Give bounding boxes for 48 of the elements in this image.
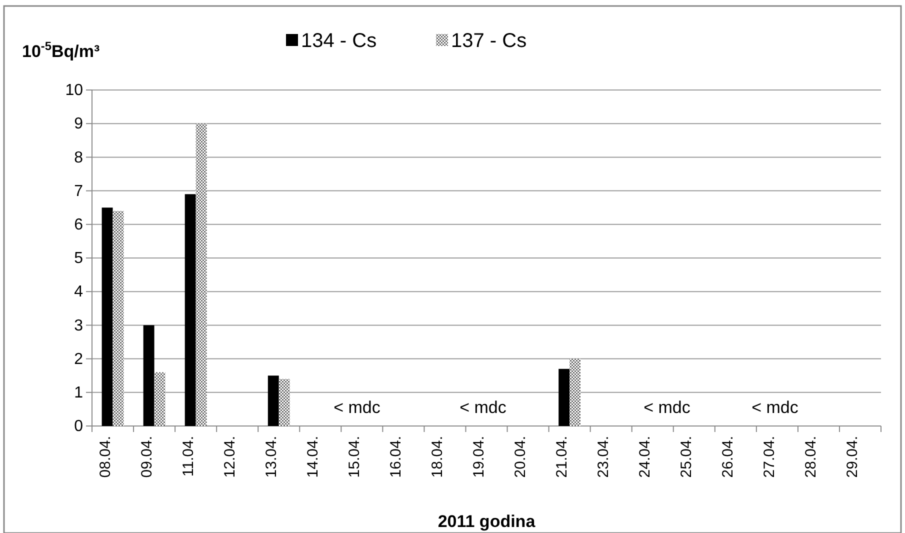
x-tick-label: 16.04. (387, 436, 404, 478)
x-tick-label: 12.04. (221, 436, 238, 478)
bar (102, 208, 113, 426)
bar (558, 368, 570, 426)
y-tick-label: 5 (74, 250, 84, 268)
x-tick-label: 27.04. (761, 436, 778, 478)
bar (196, 124, 207, 426)
x-tick-label: 25.04. (678, 436, 696, 478)
x-tick-label: 28.04. (802, 436, 820, 478)
x-tick-label: 23.04. (595, 436, 612, 478)
x-tick-label: 18.04. (428, 436, 446, 478)
y-tick-label: 1 (74, 384, 84, 402)
x-tick-label: 21.04. (554, 436, 571, 478)
x-axis-title: 2011 godina (438, 512, 536, 531)
x-tick-label: 20.04. (512, 436, 530, 478)
x-tick-label: 09.04. (138, 436, 156, 478)
bar (112, 210, 124, 426)
y-tick-label: 2 (74, 350, 84, 368)
x-tick-label: 14.04. (304, 436, 322, 478)
x-tick-label: 29.04. (844, 436, 862, 478)
x-tick-label: 26.04. (720, 436, 737, 478)
annotation: < mdc (644, 398, 691, 417)
legend-label: 137 - Cs (451, 30, 527, 52)
y-tick-label: 10 (65, 82, 84, 100)
legend-label: 134 - Cs (301, 30, 377, 52)
y-tick-label: 9 (74, 116, 84, 133)
y-tick-label: 4 (74, 284, 84, 301)
y-tick-label: 0 (74, 418, 84, 436)
annotation: < mdc (460, 398, 507, 417)
x-tick-label: 08.04. (96, 436, 114, 478)
y-tick-label: 7 (74, 182, 84, 200)
x-tick-label: 15.04. (346, 436, 363, 478)
bar (184, 194, 196, 426)
bar (154, 372, 166, 426)
bar (278, 378, 290, 426)
bar (143, 325, 154, 426)
bar (268, 376, 279, 426)
x-tick-label: 13.04. (262, 436, 280, 478)
x-tick-label: 11.04. (180, 436, 197, 477)
y-tick-label: 3 (74, 317, 84, 334)
y-tick-label: 6 (74, 216, 84, 234)
x-tick-label: 24.04. (636, 436, 654, 478)
annotation: < mdc (334, 398, 381, 417)
y-tick-label: 8 (74, 149, 84, 166)
annotation: < mdc (752, 398, 799, 417)
x-tick-label: 19.04. (470, 436, 488, 478)
bar (570, 358, 581, 426)
y-axis-title: 10$^{-5}$Bq/m³ (22, 39, 100, 61)
